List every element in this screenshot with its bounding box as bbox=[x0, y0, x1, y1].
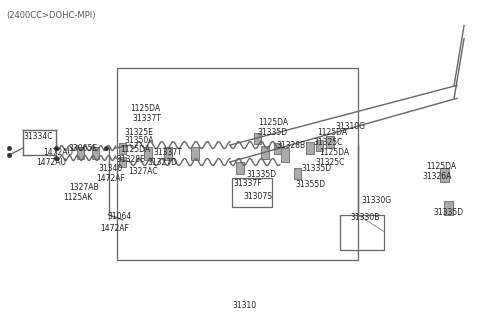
Bar bbox=[444, 201, 453, 215]
Bar bbox=[281, 148, 289, 162]
Text: 31355D: 31355D bbox=[296, 180, 326, 189]
Text: 1472AF: 1472AF bbox=[101, 224, 130, 233]
Bar bbox=[191, 147, 199, 159]
Bar bbox=[236, 161, 244, 174]
Bar bbox=[92, 147, 99, 159]
Bar bbox=[275, 143, 281, 154]
Text: 31310: 31310 bbox=[232, 301, 256, 310]
Text: 1125AK: 1125AK bbox=[63, 193, 92, 202]
Text: 31335D: 31335D bbox=[433, 208, 463, 217]
Text: 31327D: 31327D bbox=[147, 158, 178, 167]
Text: 1125DA: 1125DA bbox=[120, 145, 151, 154]
Text: 31326A: 31326A bbox=[422, 172, 452, 181]
Bar bbox=[294, 169, 301, 179]
Text: 1125DA: 1125DA bbox=[318, 128, 348, 137]
Bar bbox=[232, 178, 272, 207]
Bar bbox=[119, 156, 126, 168]
Bar bbox=[325, 136, 334, 148]
Text: 31335D: 31335D bbox=[257, 128, 287, 137]
Text: 31328B: 31328B bbox=[277, 141, 306, 150]
Bar bbox=[144, 147, 152, 159]
Text: 31325C: 31325C bbox=[314, 138, 343, 147]
Text: 31330G: 31330G bbox=[361, 196, 392, 205]
Text: 31307S: 31307S bbox=[243, 192, 272, 201]
Bar bbox=[164, 147, 172, 159]
Text: 1125DA: 1125DA bbox=[258, 118, 288, 127]
Text: (2400CC>DOHC-MPI): (2400CC>DOHC-MPI) bbox=[6, 10, 96, 20]
Text: 31325C: 31325C bbox=[316, 158, 345, 167]
Text: 31350A: 31350A bbox=[124, 136, 154, 145]
Text: 1327AC: 1327AC bbox=[129, 167, 158, 176]
Text: 31335D: 31335D bbox=[246, 170, 276, 179]
Bar bbox=[440, 168, 449, 182]
Text: 1125DA: 1125DA bbox=[426, 162, 456, 171]
Bar bbox=[77, 147, 84, 159]
Text: 31335D: 31335D bbox=[302, 164, 332, 173]
Text: 1472AU: 1472AU bbox=[36, 158, 66, 167]
Bar bbox=[316, 140, 323, 151]
Bar bbox=[306, 142, 314, 154]
Text: 31064: 31064 bbox=[108, 212, 132, 221]
Bar bbox=[339, 215, 384, 250]
Text: 31337T: 31337T bbox=[132, 114, 161, 123]
Text: 1472AF: 1472AF bbox=[96, 174, 125, 183]
Text: 31340: 31340 bbox=[98, 164, 123, 173]
Bar bbox=[119, 143, 126, 154]
Bar bbox=[117, 69, 358, 259]
Text: 31310G: 31310G bbox=[336, 122, 366, 131]
Text: 1472AU: 1472AU bbox=[43, 148, 73, 157]
Text: 31325E: 31325E bbox=[124, 128, 154, 137]
Text: 31334C: 31334C bbox=[23, 132, 52, 141]
Bar bbox=[254, 133, 262, 144]
Text: 31337F: 31337F bbox=[233, 179, 262, 188]
Bar bbox=[261, 146, 269, 158]
Text: 33065E: 33065E bbox=[69, 144, 98, 153]
Text: 1125DA: 1125DA bbox=[131, 104, 161, 113]
Text: 31337T: 31337T bbox=[154, 148, 182, 157]
Text: 31330B: 31330B bbox=[350, 213, 380, 222]
Text: 1327AB: 1327AB bbox=[69, 183, 98, 192]
Text: 1125DA: 1125DA bbox=[320, 148, 350, 157]
Text: 31328E: 31328E bbox=[117, 155, 145, 164]
